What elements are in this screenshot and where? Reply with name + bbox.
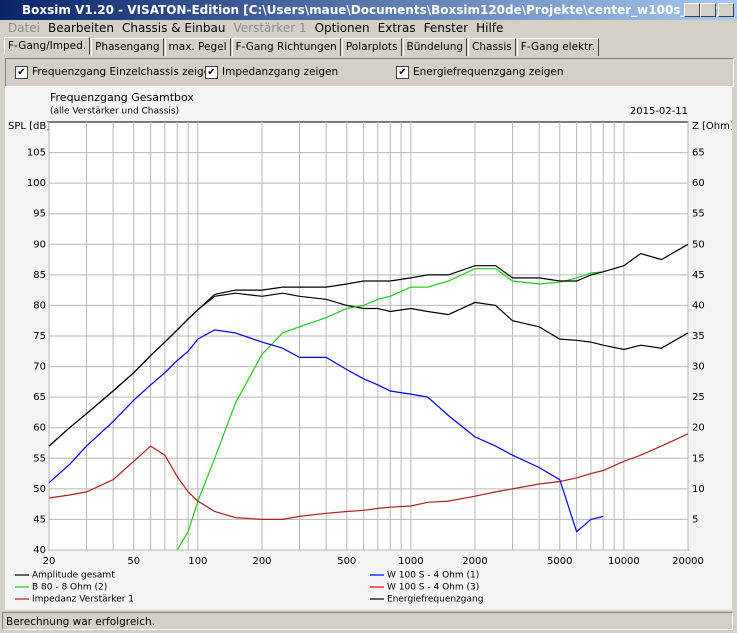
series-line	[176, 268, 604, 551]
y2-tick-label: 55	[692, 209, 705, 220]
y-tick-label: 65	[33, 392, 46, 403]
chart: Frequenzgang Gesamtbox (alle Verstärker …	[5, 87, 732, 610]
menu-item[interactable]: Optionen	[314, 21, 370, 35]
x-tick-label: 2000	[462, 556, 487, 567]
y-tick-label: 100	[27, 178, 46, 189]
x-tick-label: 200	[252, 556, 271, 567]
y-tick-label: 90	[33, 239, 46, 250]
y2-tick-label: 15	[692, 453, 705, 464]
checkbox[interactable]: ✔	[396, 66, 409, 79]
status-bar: Berechnung war erfolgreich.	[2, 612, 733, 630]
menu-item[interactable]: Fenster	[423, 21, 469, 35]
y-tick-label: 95	[33, 209, 46, 220]
y2-tick-label: 25	[692, 392, 705, 403]
y2-tick-label: 5	[692, 514, 698, 525]
checkbox-label[interactable]: Energiefrequenzgang zeigen	[413, 66, 564, 78]
y-tick-label: 85	[33, 270, 46, 281]
x-tick-label: 20000	[672, 556, 704, 567]
tab[interactable]: F-Gang Richtungen	[231, 38, 341, 56]
x-tick-label: 20	[43, 556, 56, 567]
y2-axis-label: Z [Ohm]	[692, 121, 732, 132]
x-tick-label: 10000	[608, 556, 640, 567]
legend-label: Impedanz Verstärker 1	[32, 595, 134, 605]
menu-item: Verstärker 1	[233, 21, 307, 35]
menu-item: Datei	[8, 21, 41, 35]
option-panel: ✔ Frequenzgang Einzelchassis zeigen ✔ Imped…	[5, 58, 734, 87]
minimize-button[interactable]	[684, 3, 700, 17]
tab[interactable]: Phasengang	[91, 38, 164, 56]
tab[interactable]: F-Gang elektr.	[516, 38, 599, 56]
chart-title: Frequenzgang Gesamtbox	[50, 91, 194, 104]
y-tick-label: 55	[33, 453, 46, 464]
title-bar: Boxsim V1.20 - VISATON-Edition [C:\Users…	[0, 0, 737, 20]
y2-tick-label: 40	[692, 300, 705, 311]
tab[interactable]: Chassis	[468, 38, 516, 56]
y-tick-label: 40	[33, 545, 46, 556]
y2-tick-label: 20	[692, 423, 705, 434]
x-tick-label: 5000	[547, 556, 572, 567]
tab[interactable]: Bündelung	[402, 38, 468, 56]
series-line	[48, 329, 604, 533]
tab[interactable]: Polarplots	[341, 38, 402, 56]
y2-tick-label: 10	[692, 484, 705, 495]
y-tick-label: 60	[33, 423, 46, 434]
y2-tick-label: 50	[692, 239, 705, 250]
y-tick-label: 70	[33, 362, 46, 373]
y-tick-label: 80	[33, 300, 46, 311]
y-tick-label: 45	[33, 514, 46, 525]
y2-tick-label: 35	[692, 331, 705, 342]
tab-bar: F-Gang/Imped. Phasengang max. Pegel F-Gang …	[4, 37, 600, 56]
legend-label: Energiefrequenzgang	[387, 595, 483, 605]
legend-label: Amplitude gesamt	[32, 571, 115, 581]
legend-label: W 100 S - 4 Ohm (3)	[387, 583, 479, 593]
x-tick-label: 1000	[398, 556, 423, 567]
series-line	[48, 433, 689, 520]
legend-label: B 80 - 8 Ohm (2)	[32, 583, 107, 593]
y2-tick-label: 60	[692, 178, 705, 189]
x-tick-label: 50	[127, 556, 140, 567]
y2-tick-label: 45	[692, 270, 705, 281]
y2-tick-label: 30	[692, 362, 705, 373]
legend-label: W 100 S - 4 Ohm (1)	[387, 571, 479, 581]
x-tick-label: 100	[188, 556, 207, 567]
x-tick-label: 500	[337, 556, 356, 567]
series-line	[48, 243, 689, 447]
menu-item[interactable]: Extras	[377, 21, 416, 35]
chart-subtitle: (alle Verstärker und Chassis)	[50, 107, 179, 117]
y-tick-label: 50	[33, 484, 46, 495]
tab[interactable]: F-Gang/Imped.	[4, 37, 91, 55]
menu-item[interactable]: Hilfe	[476, 21, 504, 35]
menu-bar: Datei Bearbeiten Chassis & Einbau Verstärke…	[0, 20, 503, 37]
checkbox[interactable]: ✔	[205, 66, 218, 79]
menu-item[interactable]: Chassis & Einbau	[121, 21, 226, 35]
y-tick-label: 105	[27, 148, 46, 159]
y-axis-label: SPL [dB]	[8, 121, 50, 132]
window-title: Boxsim V1.20 - VISATON-Edition [C:\Users…	[22, 3, 728, 17]
y-tick-label: 75	[33, 331, 46, 342]
checkbox[interactable]: ✔	[15, 66, 28, 79]
y2-tick-label: 65	[692, 148, 705, 159]
tab[interactable]: max. Pegel	[164, 38, 231, 56]
maximize-button[interactable]	[700, 3, 716, 17]
menu-item[interactable]: Bearbeiten	[48, 21, 114, 35]
checkbox-label[interactable]: Frequenzgang Einzelchassis zeigen	[32, 66, 217, 78]
chart-date: 2015-02-11	[630, 106, 688, 117]
close-button[interactable]	[718, 3, 734, 17]
checkbox-label[interactable]: Impedanzgang zeigen	[222, 66, 339, 78]
